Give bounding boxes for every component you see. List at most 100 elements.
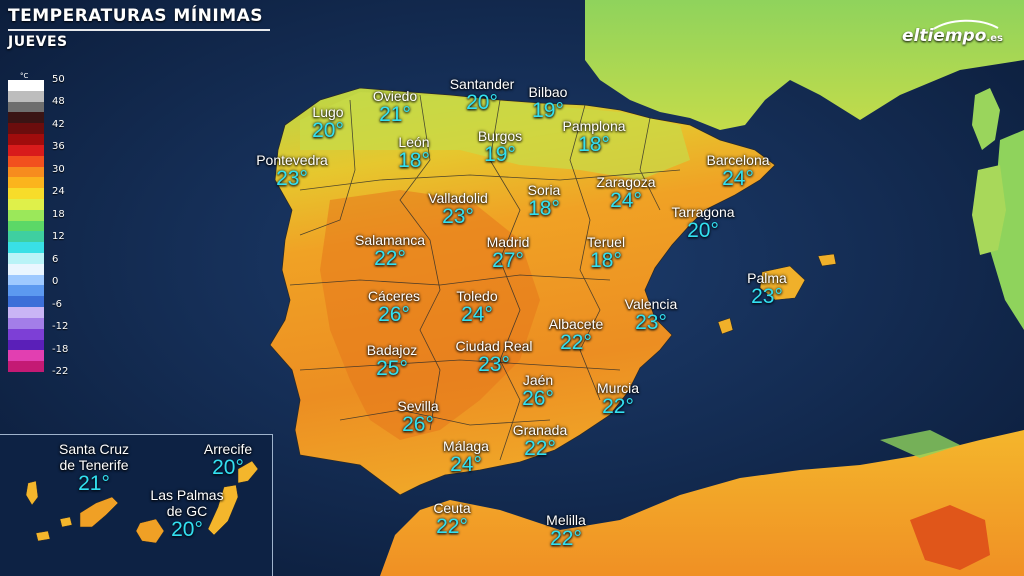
legend-swatch [8, 274, 44, 286]
city-name: Valencia [624, 296, 678, 312]
city-melilla: Melilla 22° [546, 512, 586, 550]
mallorca-island [759, 265, 806, 301]
legend-swatch [8, 166, 44, 178]
city-temp: 21° [78, 472, 110, 495]
city-palma: Palma 23° [747, 270, 787, 308]
legend-swatch [8, 307, 44, 318]
city-albacete: Albacete 22° [549, 316, 603, 354]
city-name: Pamplona [562, 118, 626, 134]
city-name: Pontevedra [256, 152, 328, 168]
city-murcia: Murcia 22° [597, 380, 639, 418]
city-temp: 24° [461, 303, 493, 326]
city-name: Ceuta [433, 500, 471, 516]
africa-green-patch [880, 430, 960, 458]
city-temp: 18° [590, 249, 622, 272]
legend-tick-label: 50 [52, 74, 65, 85]
legend-tick-label: 0 [52, 276, 59, 288]
city-temp: 19° [484, 143, 516, 166]
legend-swatch [8, 339, 44, 351]
brand-logo[interactable]: eltiempo.es [902, 26, 1003, 46]
city-ciudad-real: Ciudad Real 23° [455, 338, 532, 376]
city-name: Melilla [546, 512, 586, 528]
city-leon: León 18° [398, 134, 430, 172]
legend-swatch [8, 134, 44, 145]
legend-tick-label: 48 [52, 96, 65, 108]
city-temp: 18° [578, 133, 610, 156]
city-lugo: Lugo 20° [312, 104, 344, 142]
city-oviedo: Oviedo 21° [373, 88, 417, 126]
city-toledo: Toledo 24° [456, 288, 497, 326]
legend-tick-label: 30 [52, 163, 65, 175]
city-sevilla: Sevilla 26° [397, 398, 438, 436]
legend-tick-label: 36 [52, 141, 65, 153]
city-name: Albacete [548, 316, 604, 332]
city-name: Oviedo [372, 88, 418, 104]
legend-swatch [8, 209, 44, 221]
city-name: Lugo [312, 104, 344, 120]
legend-swatch [8, 296, 44, 308]
city-name: Burgos [477, 128, 523, 144]
city-name: Madrid [486, 234, 530, 250]
legend-tick-label: 18 [52, 208, 65, 220]
canary-islands-map [25, 460, 259, 544]
city-name: Badajoz [366, 342, 418, 358]
brand-swoosh-icon [931, 19, 999, 31]
city-name-line2: de Tenerife [59, 457, 129, 473]
city-salamanca: Salamanca 22° [355, 232, 425, 270]
city-temp: 20° [466, 91, 498, 114]
city-temp: 19° [532, 99, 564, 122]
city-pontevedra: Pontevedra 23° [256, 152, 328, 190]
city-temp: 23° [478, 353, 510, 376]
city-teruel: Teruel 18° [587, 234, 625, 272]
legend-swatch [8, 350, 44, 362]
legend-swatch [8, 188, 44, 199]
legend-swatch [8, 155, 44, 167]
hot-zone-center [320, 190, 540, 440]
legend-color-bar [8, 80, 44, 372]
legend-swatch [8, 242, 44, 253]
city-valencia: Valencia 23° [625, 296, 678, 334]
city-temp: 23° [276, 167, 308, 190]
island-fuerteventura [207, 484, 239, 536]
city-zaragoza: Zaragoza 24° [596, 174, 655, 212]
legend-unit: °C [20, 72, 29, 80]
city-caceres: Cáceres 26° [368, 288, 420, 326]
city-temp: 18° [528, 197, 560, 220]
city-name: Sevilla [397, 398, 439, 414]
city-temp: 26° [378, 303, 410, 326]
city-name: Málaga [443, 438, 489, 454]
menorca-island [817, 253, 837, 267]
legend-swatch [8, 80, 44, 91]
city-name: Toledo [456, 288, 498, 304]
title-divider [8, 29, 270, 31]
legend-swatch [8, 101, 44, 113]
city-name: León [398, 134, 430, 150]
city-madrid: Madrid 27° [487, 234, 530, 272]
legend-tick-label: 24 [52, 186, 65, 198]
legend-tick-label: -6 [52, 298, 62, 310]
brand-suffix: .es [986, 33, 1003, 44]
city-santander: Santander 20° [450, 76, 515, 114]
city-name: Valladolid [428, 190, 488, 206]
legend-swatch [8, 253, 44, 264]
legend-tick-label: 42 [52, 118, 65, 130]
city-temp: 24° [610, 189, 642, 212]
cool-zone-north [300, 92, 690, 180]
legend-swatch [8, 112, 44, 124]
legend-swatch [8, 177, 44, 189]
city-badajoz: Badajoz 25° [367, 342, 418, 380]
island-tenerife [79, 496, 119, 528]
city-temp: 20° [312, 119, 344, 142]
island-lanzarote [237, 460, 259, 484]
ibiza-island [717, 317, 734, 335]
city-name: Jaén [522, 372, 554, 388]
city-santa-cruz-de-tenerife: Santa Cruz de Tenerife 21° [59, 441, 129, 495]
city-name: Murcia [596, 380, 640, 396]
city-tarragona: Tarragona 20° [671, 204, 734, 242]
temperature-legend: °C 50 48 42 36 30 24 18 12 6 0 -6 -12 -18 -22 [8, 72, 69, 377]
island-gran-canaria [135, 518, 165, 544]
city-temp: 21° [379, 103, 411, 126]
city-temp: 24° [450, 453, 482, 476]
legend-tick-label: -12 [52, 321, 69, 333]
city-temp: 23° [442, 205, 474, 228]
